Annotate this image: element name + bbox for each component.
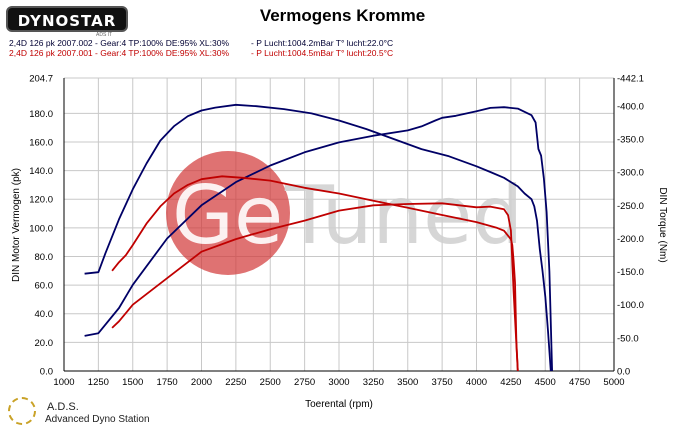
x-tick-label: 4750 [569,377,590,388]
y-tick-label: 20.0 [35,338,54,349]
y-tick-label: 160.0 [29,137,53,148]
x-tick-label: 4000 [466,377,487,388]
y-tick-label: 40.0 [35,309,54,320]
x-tick-label: 5000 [603,377,624,388]
series-line-2 [84,106,553,372]
y-tick-label: 0.0 [40,367,53,378]
chart-series [84,103,553,372]
x-axis-label: Toerental (rpm) [305,399,373,410]
x-tick-label: 3250 [363,377,384,388]
run-2-conditions: - P Lucht:1004.5mBar T° lucht:20.5°C [251,48,394,58]
x-tick-label: 2500 [260,377,281,388]
y-tick-label: 180.0 [29,109,53,120]
ads-logo-icon [8,397,36,425]
y-tick-label: 100.0 [29,223,53,234]
x-tick-label: 3750 [432,377,453,388]
getuned-watermark: Ge Tuned [166,151,523,275]
x-tick-label: 1750 [157,377,178,388]
x-tick-label: 1000 [53,377,74,388]
y-tick-label: 80.0 [35,252,54,263]
x-tick-label: 1250 [88,377,109,388]
x-tick-label: 1500 [122,377,143,388]
footer-title: A.D.S. [47,401,79,413]
run-info-1: 2,4D 126 pk 2007.002 - Gear:4 TP:100% DE… [9,38,393,48]
watermark-text-ge: Ge [172,169,283,262]
y2-tick-label: -350.0 [617,135,644,146]
y2-tick-label: -200.0 [617,234,644,245]
y2-tick-label: -442.1 [617,74,644,85]
run-info-2: 2,4D 126 pk 2007.001 - Gear:4 TP:100% DE… [9,48,393,58]
y-tick-label: 60.0 [35,281,54,292]
run-2-label: 2,4D 126 pk 2007.001 - Gear:4 TP:100% DE… [9,48,230,58]
y-tick-label: 204.7 [29,74,53,85]
y2-tick-label: -150.0 [617,267,644,278]
chart-ticks: 1000 1250 1500 1750 2000 2250 2500 2750 3000 3250… [29,74,644,389]
y2-tick-label: -400.0 [617,101,644,112]
x-tick-label: 2250 [225,377,246,388]
x-tick-label: 3000 [328,377,349,388]
y2-tick-label: -50.0 [617,333,639,344]
chart-axes [63,78,615,372]
run-1-conditions: - P Lucht:1004.2mBar T° lucht:22.0°C [251,38,394,48]
series-line-4 [111,202,519,372]
dynostar-logo: DYNOSTAR [6,6,128,32]
x-tick-label: 2000 [191,377,212,388]
logo-subtext: ADS IT [96,32,113,38]
y2-tick-label: 0.0 [617,367,630,378]
y2-tick-label: -100.0 [617,300,644,311]
y-tick-label: 120.0 [29,195,53,206]
x-tick-label: 4500 [535,377,556,388]
x-tick-label: 4250 [500,377,521,388]
series-line-1 [84,103,552,372]
y2-tick-label: -250.0 [617,201,644,212]
y-axis-label: DIN Motor Vermogen (pk) [11,168,22,282]
x-tick-label: 2750 [294,377,315,388]
y2-tick-label: -300.0 [617,168,644,179]
y-tick-label: 140.0 [29,166,53,177]
y2-axis-label: DIN Torque (Nm) [657,187,668,262]
x-tick-label: 3500 [397,377,418,388]
chart-title: Vermogens Kromme [259,6,426,25]
run-1-label: 2,4D 126 pk 2007.002 - Gear:4 TP:100% DE… [9,38,230,48]
footer-subtitle: Advanced Dyno Station [45,414,150,425]
